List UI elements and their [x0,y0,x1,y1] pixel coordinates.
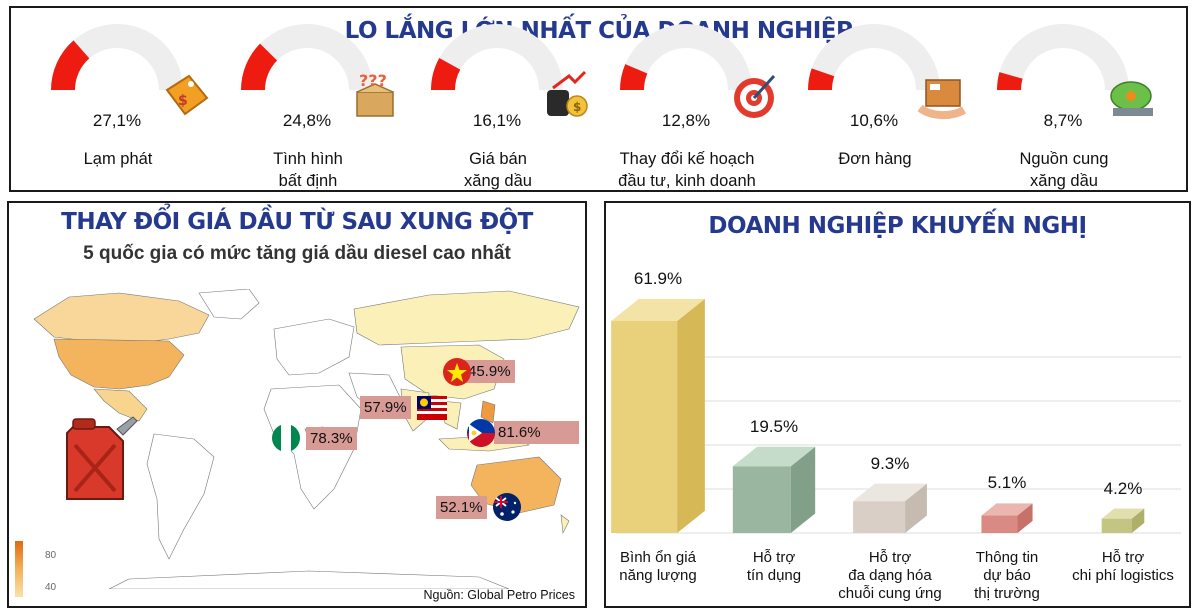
bar [981,503,1033,533]
price-tag-icon: $ [165,74,209,116]
gauge-item: 12,8% Thay đổi kế hoạch đầu tư, kinh doanh [616,8,806,194]
bar-category-label: Hỗ trợ đa dạng hóa chuỗi cung ứng [838,549,942,602]
bar [853,483,927,533]
gauge-value: 10,6% [849,111,899,130]
gauge-fill [431,58,461,90]
map-russia [353,290,580,346]
target-icon [734,74,776,118]
nigeria-flag-icon [272,424,300,452]
malaysia-flag-icon [417,396,447,420]
gauge-arc [808,24,940,90]
gauge-arc [431,24,563,91]
jerrycan-icon [66,416,138,500]
world-map [33,289,580,589]
bar-value-label: 19.5% [749,416,799,436]
gauge-item: 8,7% Nguồn cung xăng dầu [993,8,1183,194]
gauge-value: 24,8% [282,111,332,130]
fuel-tank-icon [1110,81,1153,116]
map-antarctica [108,570,510,589]
gauge-track [439,24,563,91]
map-canada [33,292,210,345]
gauge-label: Nguồn cung xăng dầu [1019,150,1109,190]
bar [1101,508,1145,533]
legend-tick-40: 40 [45,582,57,593]
map-greenland [198,289,260,320]
gauge-label: Lạm phát [83,150,153,168]
bar-category-label: Hỗ trợ tín dụng [746,549,802,584]
recommendation-panel: DOANH NGHIỆP KHUYẾN NGHỊ 61.9% Bình ổn gi… [604,201,1191,608]
gauge-track [260,24,373,90]
bar [611,298,705,533]
gauge-value: 12,8% [661,111,711,130]
gauge-track [625,24,752,90]
gauge-item: 10,6% Đơn hàng [804,8,994,194]
country-value-tag: 57.9% [360,396,411,419]
gauge-label: Thay đổi kế hoạch đầu tư, kinh doanh [618,150,756,190]
country-value-tag: 45.9% [464,360,515,383]
bar-category-label: Bình ổn giá năng lượng [619,549,697,584]
svg-text:???: ??? [359,71,387,90]
bar-chart [611,298,1181,534]
map-nz [560,514,570,535]
bar-value-label: 5.1% [987,473,1027,493]
map-subtitle: 5 quốc gia có mức tăng giá dầu diesel ca… [83,243,511,264]
gauge-fill [997,72,1023,90]
map-panel: THAY ĐỔI GIÁ DẦU TỪ SAU XUNG ĐỘT 5 quốc … [7,201,587,608]
rec-title: DOANH NGHIỆP KHUYẾN NGHỊ [708,213,1087,239]
gauge-fill [241,43,278,90]
gauge-value: 8,7% [1043,111,1083,130]
map-australia [470,456,562,514]
source-note: Nguồn: Global Petro Prices [423,588,575,602]
map-philippines [480,400,496,424]
gauge-arc [51,24,183,90]
bar-category-label: Thông tin dự báo thị trường [974,549,1040,602]
map-europe [273,318,355,376]
bar-value-label: 4.2% [1103,478,1143,498]
gauge-value: 16,1% [472,111,522,130]
gauge-value: 27,1% [92,111,142,130]
gauge-label: Tình hình bất định [273,150,343,190]
bar-value-label: 61.9% [633,268,683,288]
philippines-flag-icon [467,419,495,447]
gauge-track [999,24,1129,90]
top-title: LO LẮNG LỚN NHẤT CỦA DOANH NGHIỆP [344,18,853,44]
oil-price-icon: $ [547,70,588,117]
gauge-track [73,24,183,90]
gauge-arc [620,24,752,90]
country-value-tag: 81.6% [494,421,579,444]
australia-flag-icon [493,493,521,521]
gauge-fill [51,40,90,90]
gauge-item: 16,1% $ Giá bán xăng dầu [427,8,617,194]
gauge-fill [808,68,835,90]
gauge-arc [241,24,373,90]
country-value-tag: 52.1% [436,496,487,519]
country-value-tag: 78.3% [306,427,357,450]
gauge-arc [997,24,1129,90]
vietnam-flag-icon [443,358,471,386]
package-icon [917,79,966,119]
color-legend-bar [15,541,23,597]
gauge-item: 27,1% $ Lạm phát [47,8,237,194]
gauge-fill [620,64,648,90]
gauge-item: 24,8%??? Tình hình bất định [237,8,427,194]
map-usa [53,338,185,390]
svg-text:$: $ [573,100,581,114]
question-box-icon: ??? [356,71,394,117]
map-south-america [146,433,215,560]
top-panel: LO LẮNG LỚN NHẤT CỦA DOANH NGHIỆP 27,1% $… [9,6,1188,192]
map-mexico [93,388,148,422]
svg-text:$: $ [178,93,188,109]
legend-tick-80: 80 [45,550,57,561]
bar-category-label: Hỗ trợ chi phí logistics [1072,549,1174,584]
gauge-track [811,24,940,90]
gauge-label: Giá bán xăng dầu [464,150,532,190]
map-title: THAY ĐỔI GIÁ DẦU TỪ SAU XUNG ĐỘT [61,209,533,235]
bar-value-label: 9.3% [870,453,910,473]
bar [732,446,816,533]
gauge-label: Đơn hàng [838,150,912,168]
